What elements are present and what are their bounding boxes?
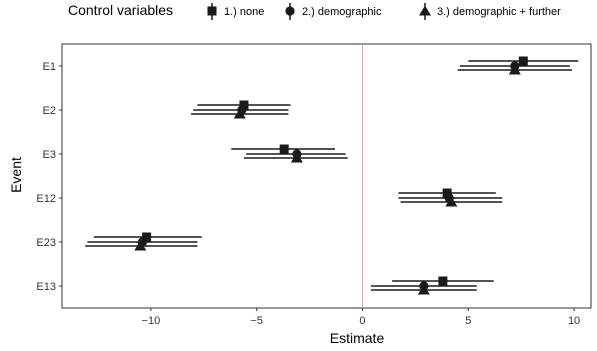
x-tick-label: 0 bbox=[359, 315, 365, 327]
y-tick-label: E1 bbox=[43, 61, 56, 73]
legend-marker-circle bbox=[285, 6, 295, 16]
point-marker-square bbox=[442, 188, 452, 198]
legend-marker-square bbox=[207, 6, 217, 16]
x-tick-label: 5 bbox=[465, 315, 471, 327]
y-tick-label: E2 bbox=[43, 105, 56, 117]
legend-label: 3.) demographic + further bbox=[437, 6, 561, 18]
point-marker-square bbox=[438, 276, 448, 286]
y-tick-label: E12 bbox=[36, 193, 56, 205]
point-marker-triangle bbox=[233, 108, 246, 119]
legend-entry: 3.) demographic + further bbox=[419, 3, 561, 20]
y-tick-label: E13 bbox=[36, 281, 56, 293]
legend-entry: 1.) none bbox=[207, 3, 264, 20]
y-tick-label: E23 bbox=[36, 237, 56, 249]
point-marker-triangle bbox=[445, 196, 458, 207]
legend-entry: 2.) demographic bbox=[285, 3, 382, 20]
plot-panel bbox=[61, 43, 592, 309]
legend-label: 1.) none bbox=[224, 6, 264, 18]
point-marker-square bbox=[142, 232, 152, 242]
point-marker-triangle bbox=[134, 240, 147, 251]
legend-label: 2.) demographic bbox=[302, 6, 382, 18]
point-marker-triangle bbox=[508, 64, 521, 75]
y-tick-label: E3 bbox=[43, 149, 56, 161]
legend: Control variables 1.) none 2.) demographi… bbox=[68, 2, 561, 20]
legend-marker-triangle bbox=[419, 5, 431, 16]
legend-title: Control variables bbox=[68, 2, 173, 18]
point-marker-triangle bbox=[290, 152, 303, 163]
x-tick-label: −5 bbox=[250, 315, 263, 327]
y-axis-title: Event bbox=[8, 157, 24, 193]
point-marker-triangle bbox=[417, 284, 430, 295]
x-axis-title: Estimate bbox=[330, 330, 385, 346]
x-tick-label: 10 bbox=[568, 315, 580, 327]
point-marker-square bbox=[279, 144, 289, 154]
x-tick-label: −10 bbox=[142, 315, 161, 327]
point-marker-square bbox=[518, 56, 528, 66]
point-marker-square bbox=[239, 100, 249, 110]
